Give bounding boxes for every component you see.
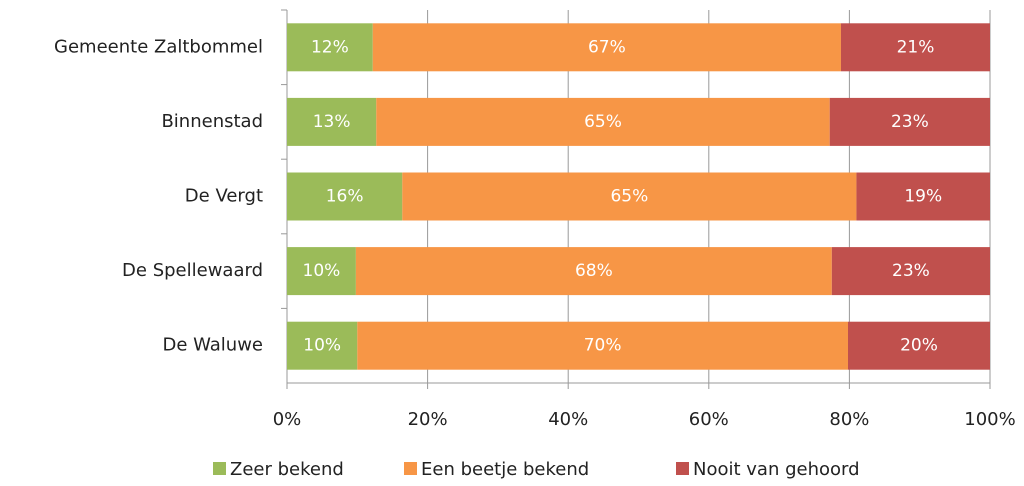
bar-segment [402,172,857,221]
data-label: 67% [588,37,626,57]
y-tick-label: De Spellewaard [122,260,263,281]
bar-segment [287,97,377,146]
data-label: 65% [584,112,622,132]
legend-label: Zeer bekend [230,459,344,480]
legend-label: Nooit van gehoord [693,459,860,480]
bar-segment [372,23,841,72]
x-tick-label: 0% [273,409,302,430]
x-tick-label: 80% [829,409,869,430]
y-tick-label: De Vergt [185,186,263,207]
data-label: 65% [610,187,648,207]
data-label: 68% [575,261,613,281]
bar-segment [287,247,356,296]
bar-segment [287,321,358,370]
data-label: 23% [891,112,929,132]
bar-segment [357,321,848,370]
data-label: 13% [313,112,351,132]
bar-segment [847,321,990,370]
legend-swatch [213,462,226,475]
bar-segment [376,97,830,146]
data-label: 19% [904,187,942,207]
bar-segment [287,172,403,221]
data-label: 70% [584,336,622,356]
x-tick-label: 100% [964,409,1015,430]
data-label: 20% [900,336,938,356]
y-tick-label: De Waluwe [162,335,263,356]
x-tick-label: 60% [689,409,729,430]
legend-swatch [404,462,417,475]
data-label: 23% [892,261,930,281]
data-label: 12% [311,37,349,57]
bar-segment [287,23,373,72]
bar-segment [856,172,990,221]
legend-label: Een beetje bekend [421,459,589,480]
bar-segment [831,247,990,296]
bar-segment [355,247,832,296]
data-label: 21% [897,37,935,57]
bar-segment [829,97,990,146]
x-tick-label: 20% [408,409,448,430]
legend-swatch [676,462,689,475]
data-label: 10% [303,261,341,281]
y-tick-label: Binnenstad [161,111,263,132]
bar-segment [840,23,990,72]
data-label: 16% [326,187,364,207]
y-tick-label: Gemeente Zaltbommel [54,36,263,57]
data-label: 10% [303,336,341,356]
x-tick-label: 40% [548,409,588,430]
